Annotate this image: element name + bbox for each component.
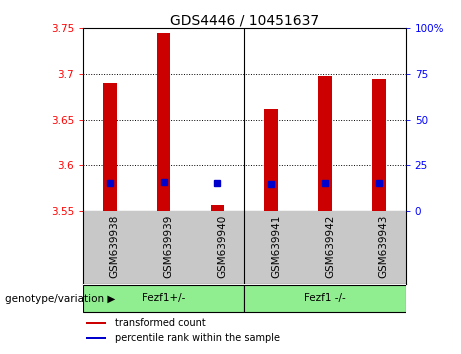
Bar (83, 285, 244, 312)
Bar (318, 76, 332, 211)
Bar (211, 205, 224, 211)
Bar (103, 83, 117, 211)
Bar (86, 322, 106, 324)
Text: GSM639939: GSM639939 (164, 215, 174, 278)
Text: GSM639940: GSM639940 (218, 215, 227, 278)
Title: GDS4446 / 10451637: GDS4446 / 10451637 (170, 13, 319, 27)
Bar (372, 79, 385, 211)
Text: GSM639938: GSM639938 (110, 215, 120, 278)
Bar (157, 33, 171, 211)
Bar (86, 337, 106, 339)
Text: percentile rank within the sample: percentile rank within the sample (115, 333, 280, 343)
Text: Fezf1 -/-: Fezf1 -/- (304, 293, 346, 303)
Text: GSM639943: GSM639943 (379, 215, 389, 278)
Text: genotype/variation ▶: genotype/variation ▶ (5, 294, 115, 304)
Text: transformed count: transformed count (115, 318, 206, 328)
Text: Fezf1+/-: Fezf1+/- (142, 293, 185, 303)
Text: GSM639942: GSM639942 (325, 215, 335, 278)
Bar (265, 109, 278, 211)
Text: GSM639941: GSM639941 (271, 215, 281, 278)
Bar (244, 285, 406, 312)
